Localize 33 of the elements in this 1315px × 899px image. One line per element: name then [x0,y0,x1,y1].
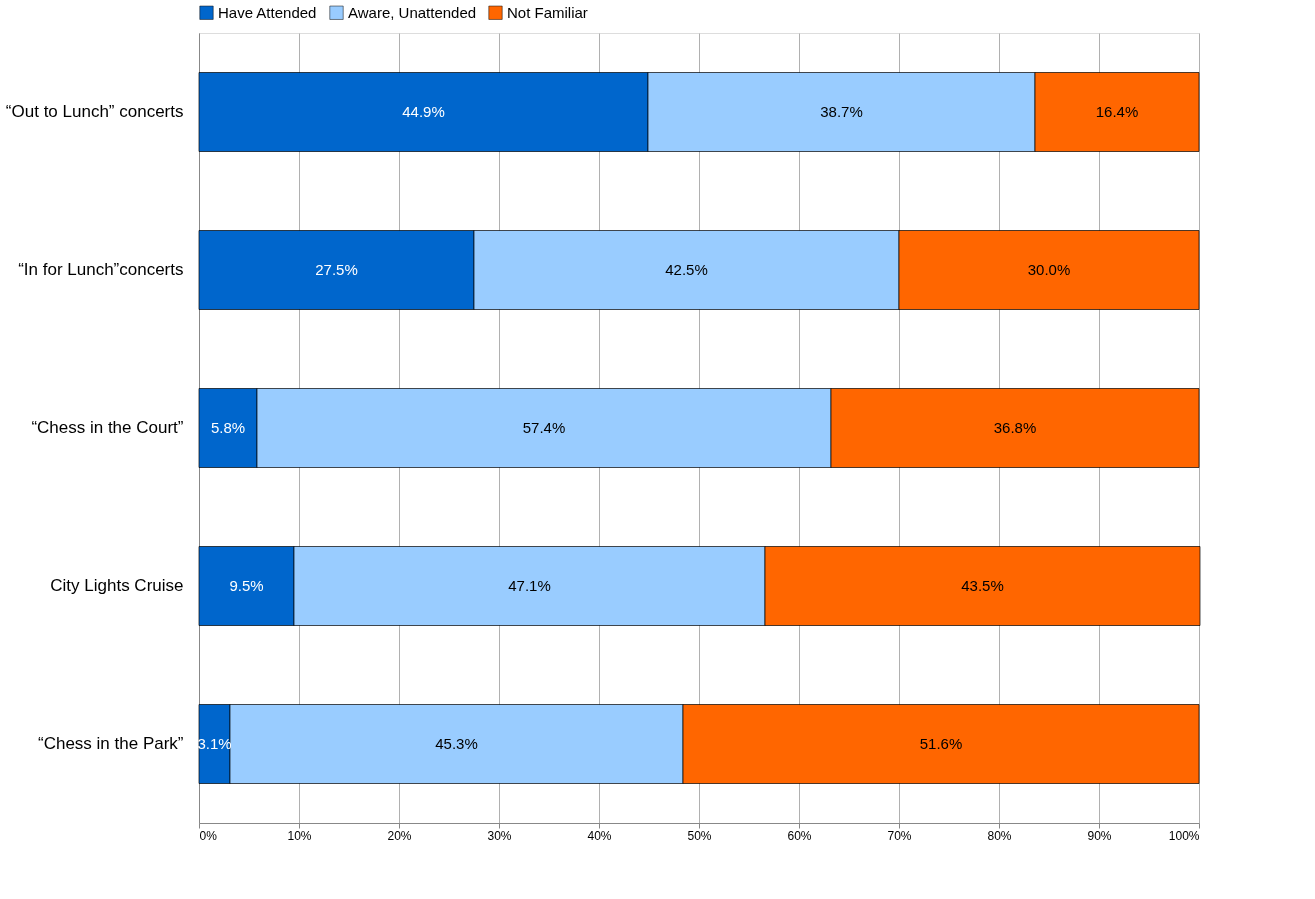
x-tick-label: 10% [287,828,312,843]
x-tick-label: 20% [387,828,412,843]
data-label: 5.8% [210,419,246,436]
data-label: 45.3% [435,735,478,752]
y-tick-label: “In for Lunch”concerts [18,260,184,279]
x-tick-label: 0% [199,828,218,843]
x-tick-label: 60% [787,828,812,843]
x-tick-label: 70% [887,828,912,843]
data-label: 16.4% [1095,103,1139,120]
x-tick-label: 30% [487,828,512,843]
data-label: 42.5% [665,261,708,278]
data-label: 38.7% [820,103,863,120]
x-tick-label: 100% [1168,828,1200,843]
data-label: 43.5% [961,577,1004,594]
data-label: 30.0% [1027,261,1071,278]
y-tick-label: “Out to Lunch” concerts [5,102,184,121]
y-tick-label: City Lights Cruise [50,576,184,595]
data-label: 27.5% [315,261,358,278]
data-label: 44.9% [402,103,445,120]
x-tick-label: 90% [1087,828,1112,843]
x-tick-label: 50% [687,828,712,843]
legend-label: Have Attended [218,3,317,21]
data-label: 9.5% [229,577,264,594]
y-tick-label: “Chess in the Court” [31,418,184,437]
legend-label: Not Familiar [507,3,588,21]
x-tick-label: 80% [987,828,1012,843]
y-tick-label: “Chess in the Park” [38,734,184,753]
data-label: 57.4% [522,419,566,436]
data-label: 51.6% [919,735,963,752]
x-tick-label: 40% [587,828,612,843]
legend-label: Aware, Unattended [348,3,477,21]
data-label: 36.8% [993,419,1037,436]
data-label: 47.1% [508,577,551,594]
